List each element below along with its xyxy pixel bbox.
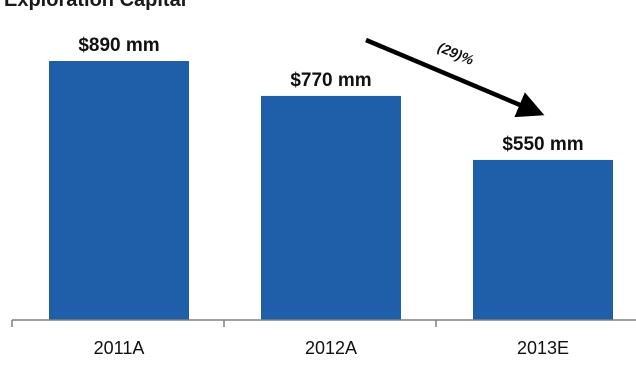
decline-arrow: [365, 37, 545, 118]
decline-annotation: (29)%: [436, 39, 477, 68]
value-label-2012A: $770 mm: [290, 70, 371, 91]
value-label-2011A: $890 mm: [78, 35, 159, 56]
bar-2011A: [49, 61, 189, 320]
value-label-2013E: $550 mm: [502, 134, 583, 155]
x-axis: 2011A 2012A 2013E: [11, 319, 636, 358]
value-labels-layer: $890 mm $770 mm $550 mm: [78, 35, 583, 155]
x-tick-label-2013E: 2013E: [517, 338, 569, 358]
chart-title: Exploration Capital: [4, 0, 186, 11]
bar-2013E: [473, 159, 613, 320]
x-tick-label-2012A: 2012A: [305, 338, 357, 358]
bars-layer: [49, 61, 613, 320]
x-tick-label-2011A: 2011A: [94, 338, 145, 358]
bar-2012A: [261, 95, 401, 320]
